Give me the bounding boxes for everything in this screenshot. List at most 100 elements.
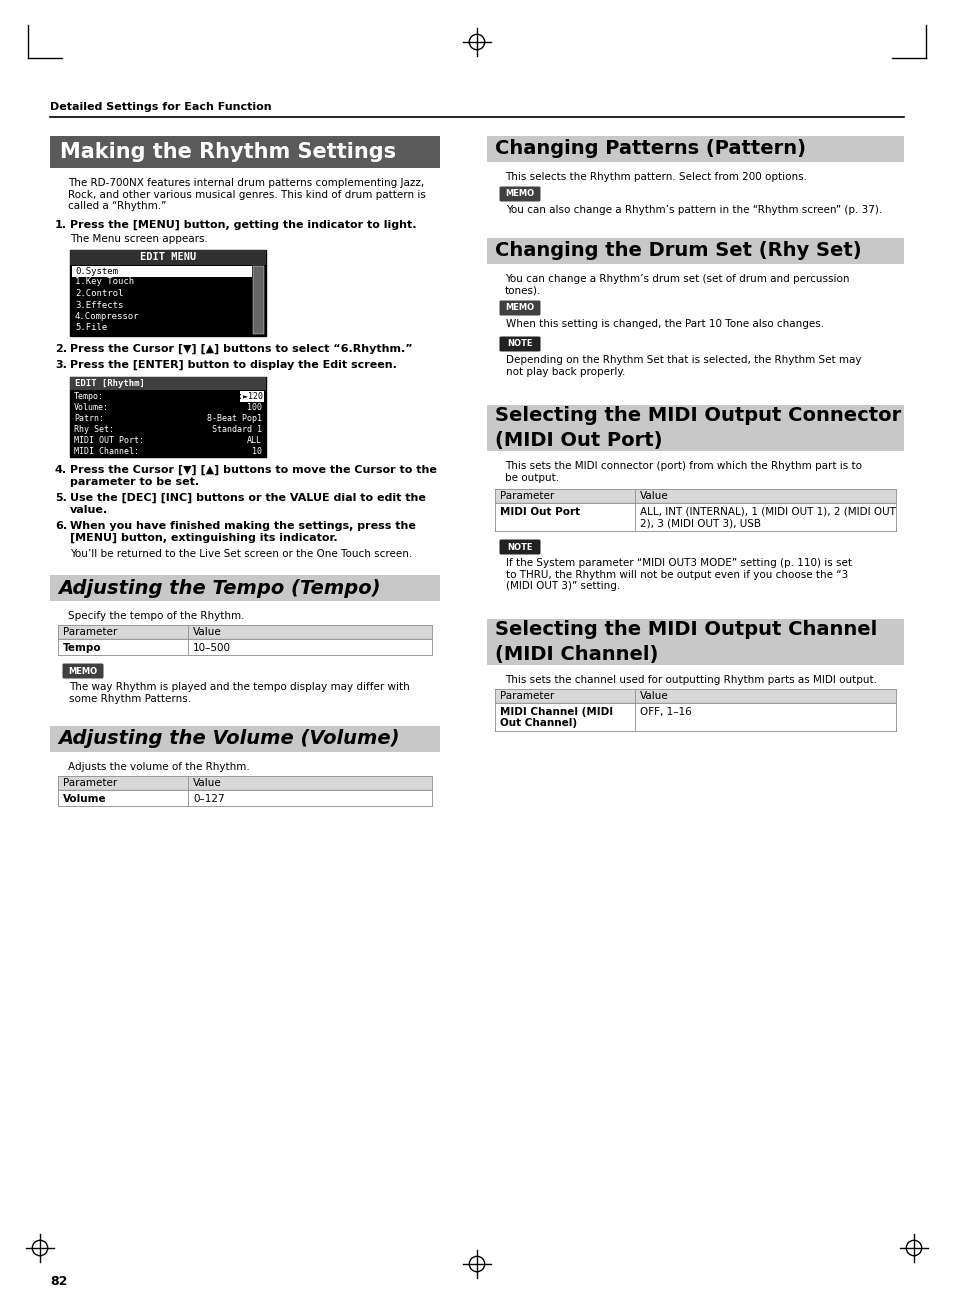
- Text: The way Rhythm is played and the tempo display may differ with
some Rhythm Patte: The way Rhythm is played and the tempo d…: [69, 682, 410, 704]
- Bar: [58, 776, 432, 790]
- Text: 5.: 5.: [55, 492, 67, 503]
- Text: 100: 100: [247, 404, 262, 411]
- Text: 10: 10: [252, 447, 262, 456]
- Text: NOTE: NOTE: [507, 340, 532, 349]
- Text: Selecting the MIDI Output Connector
(MIDI Out Port): Selecting the MIDI Output Connector (MID…: [495, 406, 901, 451]
- Text: 82: 82: [50, 1275, 68, 1288]
- Text: Press the Cursor [▼] [▲] buttons to move the Cursor to the
parameter to be set.: Press the Cursor [▼] [▲] buttons to move…: [70, 465, 436, 487]
- Bar: [240, 390, 264, 402]
- Text: OFF, 1–16: OFF, 1–16: [639, 707, 691, 717]
- Bar: [70, 377, 266, 457]
- Text: ALL: ALL: [247, 436, 262, 445]
- Bar: [50, 136, 439, 168]
- Text: 10–500: 10–500: [193, 643, 231, 653]
- Text: MIDI Channel (MIDI: MIDI Channel (MIDI: [499, 707, 613, 717]
- Text: 0–127: 0–127: [193, 794, 224, 804]
- Text: 2.Control: 2.Control: [75, 289, 123, 298]
- Bar: [486, 136, 903, 162]
- Bar: [486, 619, 903, 665]
- Bar: [486, 405, 903, 451]
- Text: 1.Key Touch: 1.Key Touch: [75, 277, 134, 286]
- Text: Changing the Drum Set (Rhy Set): Changing the Drum Set (Rhy Set): [495, 242, 861, 260]
- Text: You’ll be returned to the Live Set screen or the One Touch screen.: You’ll be returned to the Live Set scree…: [70, 549, 412, 559]
- Text: Value: Value: [639, 491, 668, 502]
- FancyBboxPatch shape: [63, 663, 103, 679]
- Text: 3.: 3.: [55, 360, 67, 370]
- Text: Tempo:: Tempo:: [74, 392, 104, 401]
- Text: Rhy Set:: Rhy Set:: [74, 424, 113, 434]
- FancyBboxPatch shape: [499, 337, 540, 351]
- Text: 5.File: 5.File: [75, 324, 107, 333]
- Bar: [253, 266, 264, 334]
- FancyBboxPatch shape: [499, 187, 540, 201]
- Text: You can also change a Rhythm’s pattern in the “Rhythm screen” (p. 37).: You can also change a Rhythm’s pattern i…: [505, 205, 882, 215]
- Text: 2.: 2.: [55, 343, 67, 354]
- Text: MEMO: MEMO: [505, 189, 534, 199]
- Text: 6.: 6.: [55, 521, 67, 532]
- Text: MEMO: MEMO: [69, 666, 97, 675]
- Text: 4.Compressor: 4.Compressor: [75, 312, 139, 321]
- Text: 2), 3 (MIDI OUT 3), USB: 2), 3 (MIDI OUT 3), USB: [639, 518, 760, 528]
- Text: You can change a Rhythm’s drum set (set of drum and percussion
tones).: You can change a Rhythm’s drum set (set …: [504, 274, 848, 295]
- Text: J:►120: J:►120: [233, 392, 264, 401]
- Text: Volume: Volume: [63, 794, 107, 804]
- Bar: [495, 690, 895, 703]
- Text: Detailed Settings for Each Function: Detailed Settings for Each Function: [50, 102, 272, 112]
- Text: 4.: 4.: [55, 465, 67, 475]
- Bar: [70, 249, 266, 336]
- Text: This selects the Rhythm pattern. Select from 200 options.: This selects the Rhythm pattern. Select …: [504, 172, 806, 182]
- Text: Adjusting the Tempo (Tempo): Adjusting the Tempo (Tempo): [58, 579, 380, 598]
- Text: When this setting is changed, the Part 10 Tone also changes.: When this setting is changed, the Part 1…: [505, 319, 823, 329]
- Text: Making the Rhythm Settings: Making the Rhythm Settings: [60, 142, 395, 162]
- Text: Selecting the MIDI Output Channel
(MIDI Channel): Selecting the MIDI Output Channel (MIDI …: [495, 620, 877, 663]
- Text: This sets the MIDI connector (port) from which the Rhythm part is to
be output.: This sets the MIDI connector (port) from…: [504, 461, 862, 483]
- Text: MIDI OUT Port:: MIDI OUT Port:: [74, 436, 144, 445]
- Text: The RD-700NX features internal drum patterns complementing Jazz,
Rock, and other: The RD-700NX features internal drum patt…: [68, 178, 425, 212]
- Text: 1.: 1.: [55, 219, 67, 230]
- FancyBboxPatch shape: [499, 300, 540, 316]
- Bar: [495, 488, 895, 503]
- Text: EDIT MENU: EDIT MENU: [140, 252, 196, 263]
- Text: Parameter: Parameter: [499, 491, 554, 502]
- Text: 0.System: 0.System: [75, 266, 118, 276]
- Bar: [486, 238, 903, 264]
- Text: EDIT [Rhythm]: EDIT [Rhythm]: [75, 379, 145, 388]
- Text: Tempo: Tempo: [63, 643, 102, 653]
- Text: 3.Effects: 3.Effects: [75, 300, 123, 310]
- Text: 8-Beat Pop1: 8-Beat Pop1: [207, 414, 262, 423]
- Text: Press the Cursor [▼] [▲] buttons to select “6.Rhythm.”: Press the Cursor [▼] [▲] buttons to sele…: [70, 343, 413, 354]
- Text: The Menu screen appears.: The Menu screen appears.: [70, 234, 208, 244]
- Text: Parameter: Parameter: [63, 627, 117, 637]
- Text: Value: Value: [639, 691, 668, 701]
- Text: This sets the channel used for outputting Rhythm parts as MIDI output.: This sets the channel used for outputtin…: [504, 675, 876, 686]
- Bar: [71, 266, 252, 277]
- Text: If the System parameter “MIDI OUT3 MODE” setting (p. 110) is set
to THRU, the Rh: If the System parameter “MIDI OUT3 MODE”…: [505, 558, 851, 592]
- Bar: [70, 249, 266, 265]
- Text: When you have finished making the settings, press the
[MENU] button, extinguishi: When you have finished making the settin…: [70, 521, 416, 543]
- Text: Out Channel): Out Channel): [499, 718, 577, 727]
- Text: Specify the tempo of the Rhythm.: Specify the tempo of the Rhythm.: [68, 611, 244, 620]
- Text: Adjusting the Volume (Volume): Adjusting the Volume (Volume): [58, 730, 399, 748]
- Text: ALL, INT (INTERNAL), 1 (MIDI OUT 1), 2 (MIDI OUT: ALL, INT (INTERNAL), 1 (MIDI OUT 1), 2 (…: [639, 507, 895, 517]
- Text: MEMO: MEMO: [505, 303, 534, 312]
- Text: Changing Patterns (Pattern): Changing Patterns (Pattern): [495, 140, 805, 158]
- Text: MIDI Out Port: MIDI Out Port: [499, 507, 579, 517]
- Text: Depending on the Rhythm Set that is selected, the Rhythm Set may
not play back p: Depending on the Rhythm Set that is sele…: [505, 355, 861, 376]
- Text: Volume:: Volume:: [74, 404, 109, 411]
- Bar: [50, 575, 439, 601]
- Bar: [58, 626, 432, 639]
- Bar: [70, 377, 266, 390]
- Bar: [50, 726, 439, 752]
- Text: Press the [MENU] button, getting the indicator to light.: Press the [MENU] button, getting the ind…: [70, 219, 416, 230]
- Text: Press the [ENTER] button to display the Edit screen.: Press the [ENTER] button to display the …: [70, 360, 396, 371]
- Text: Parameter: Parameter: [63, 778, 117, 788]
- Text: Value: Value: [193, 627, 221, 637]
- Text: Patrn:: Patrn:: [74, 414, 104, 423]
- Text: Standard 1: Standard 1: [212, 424, 262, 434]
- Text: MIDI Channel:: MIDI Channel:: [74, 447, 139, 456]
- Text: Parameter: Parameter: [499, 691, 554, 701]
- Text: NOTE: NOTE: [507, 542, 532, 551]
- Text: Value: Value: [193, 778, 221, 788]
- Text: Adjusts the volume of the Rhythm.: Adjusts the volume of the Rhythm.: [68, 761, 250, 772]
- FancyBboxPatch shape: [499, 539, 540, 555]
